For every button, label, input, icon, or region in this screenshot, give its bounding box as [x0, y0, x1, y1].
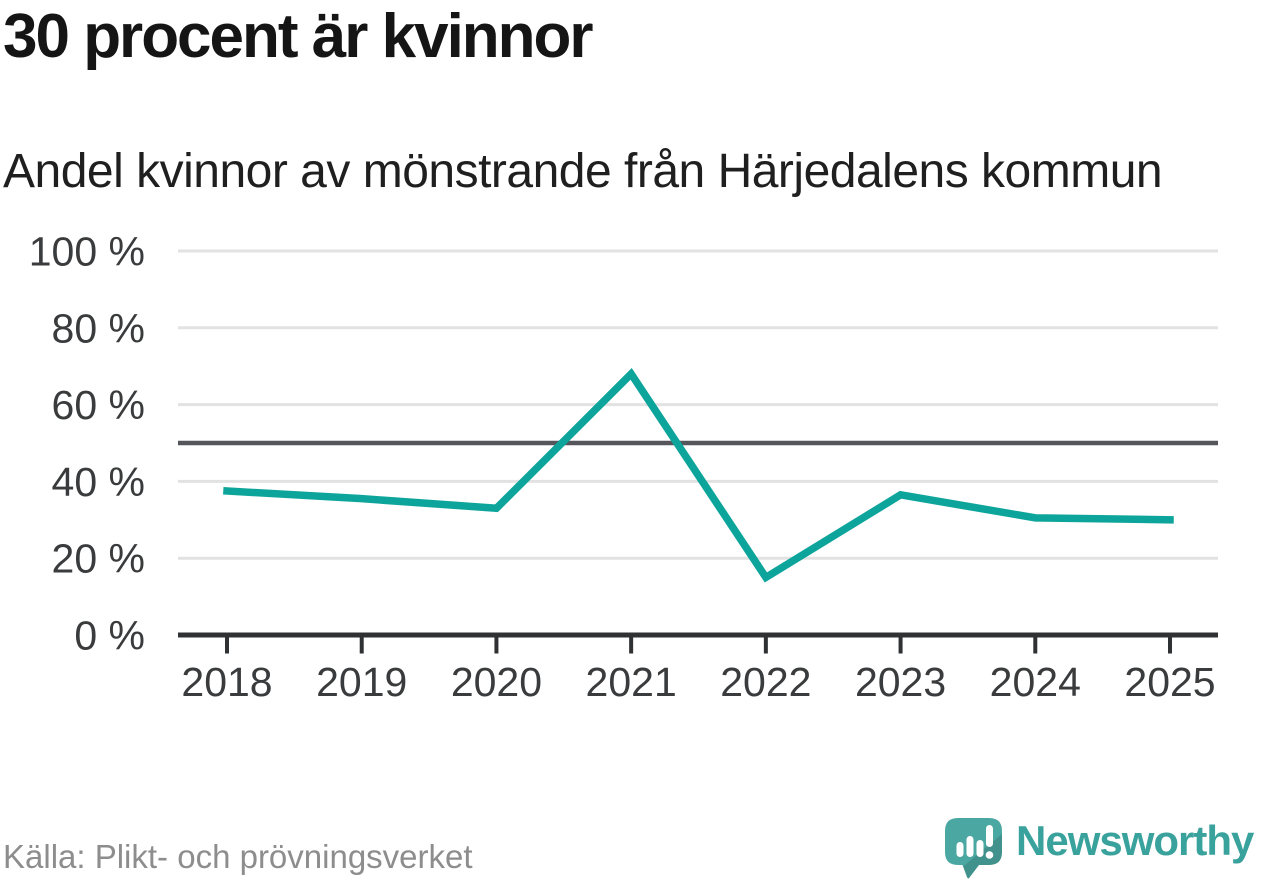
x-tick-label: 2020 — [451, 659, 542, 705]
chart-title: 30 procent är kvinnor — [3, 2, 594, 71]
source-note: Källa: Plikt- och prövningsverket — [3, 838, 473, 875]
x-tick-label: 2023 — [855, 659, 946, 705]
chart-subtitle: Andel kvinnor av mönstrande från Härjeda… — [3, 145, 1163, 198]
x-tick-label: 2019 — [316, 659, 407, 705]
newsworthy-logo: Newsworthy — [941, 810, 1261, 879]
newsworthy-logo-icon — [945, 818, 1002, 879]
x-tick-label: 2024 — [990, 659, 1081, 705]
y-tick-label: 0 % — [74, 613, 145, 659]
series-line — [223, 367, 1174, 583]
x-tick-label: 2025 — [1124, 659, 1215, 705]
x-tick-label: 2021 — [586, 659, 677, 705]
line-chart: 0 % 20 % 40 % 60 % 80 % 100 % 2018 2019 2020 2021… — [29, 230, 1218, 705]
newsworthy-logo-text: Newsworthy — [1016, 817, 1254, 864]
y-tick-label: 40 % — [52, 459, 145, 505]
x-tick-label: 2018 — [181, 659, 272, 705]
y-tick-label: 80 % — [52, 305, 145, 351]
y-tick-label: 100 % — [29, 230, 145, 275]
x-tick-label: 2022 — [720, 659, 811, 705]
y-tick-label: 60 % — [52, 382, 145, 428]
y-tick-label: 20 % — [52, 536, 145, 582]
bar-chart-glyph — [956, 825, 994, 859]
